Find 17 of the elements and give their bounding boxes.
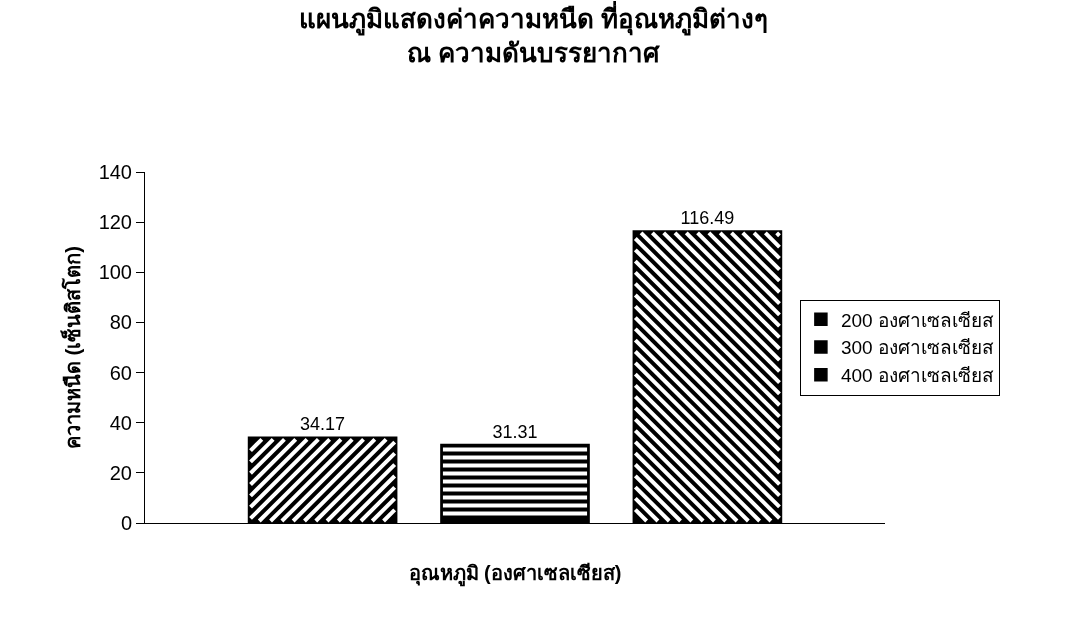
y-axis-title: ความหนืด (เซ็นติสโตก) — [60, 246, 85, 449]
y-tick-label: 80 — [109, 311, 132, 334]
x-axis-title: อุณหภูมิ (องศาเซลเซียส) — [408, 561, 622, 587]
data-label: 116.49 — [680, 207, 735, 228]
y-tick-label: 20 — [109, 461, 132, 484]
y-tick-label: 140 — [98, 161, 132, 183]
legend-label: 400 องศาเซลเซียส — [840, 365, 994, 387]
y-tick-label: 0 — [120, 512, 132, 534]
legend-label: 300 องศาเซลเซียส — [840, 337, 994, 359]
y-tick-label: 40 — [109, 411, 132, 434]
y-tick-label: 100 — [98, 261, 132, 284]
legend-label: 200 องศาเซลเซียส — [840, 309, 994, 331]
chart-title: แผนภูมิแสดงค่าความหนืด ที่อุณหภูมิต่างๆ ณ ความดันบรรยากาศ — [298, 0, 769, 68]
y-tick-label: 60 — [109, 361, 132, 384]
data-label: 31.31 — [492, 421, 538, 442]
y-tick-label: 120 — [98, 211, 132, 234]
data-label: 34.17 — [300, 414, 346, 435]
